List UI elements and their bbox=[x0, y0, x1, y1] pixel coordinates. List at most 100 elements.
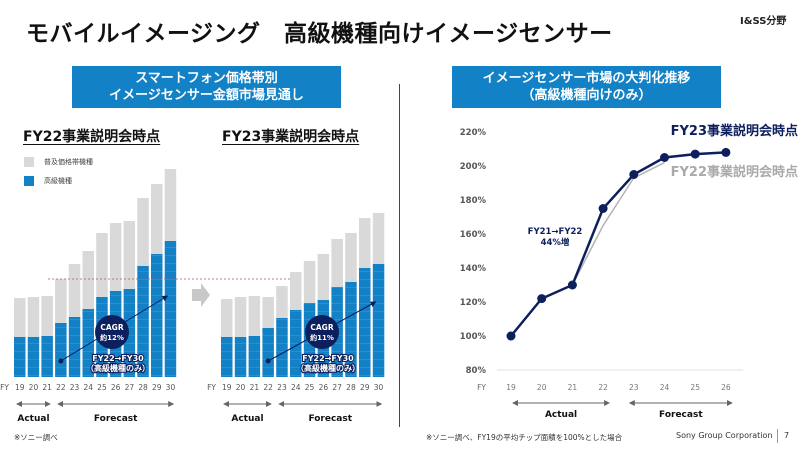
x-tick-label: 26 bbox=[111, 383, 121, 392]
x-tick-label: 24 bbox=[83, 383, 93, 392]
x-tick-label: 19 bbox=[222, 383, 232, 392]
panel-divider bbox=[399, 84, 400, 427]
data-point bbox=[567, 280, 577, 290]
cagr-badge-value: 約11% bbox=[310, 333, 334, 342]
fy23-chart-title: FY23事業説明会時点 bbox=[222, 129, 360, 145]
series-label-fy22: FY22事業説明会時点 bbox=[671, 164, 798, 180]
bar-segment-high-end bbox=[14, 337, 26, 377]
company-name: Sony Group Corporation bbox=[676, 431, 773, 440]
legend-label-mass: 普及価格帯機種 bbox=[44, 158, 93, 166]
bar-segment-mass bbox=[41, 296, 53, 336]
x-tick-label: 28 bbox=[138, 383, 148, 392]
bar-segment-mass bbox=[345, 233, 357, 282]
transition-arrow-icon bbox=[192, 283, 210, 307]
bar-chart-fy23: 19 20 21 22 23 24 25 26 27 28 29 30 FY Actual Forecast… bbox=[207, 213, 385, 424]
x-axis-label: FY bbox=[0, 383, 9, 392]
bar-segment-high-end bbox=[372, 264, 385, 377]
fy22-chart-title: FY22事業説明会時点 bbox=[23, 129, 161, 145]
cagr-badge-value: 約12% bbox=[100, 333, 124, 342]
y-tick-label: 180% bbox=[460, 196, 487, 206]
cagr-badge-label: CAGR bbox=[310, 323, 333, 332]
data-point bbox=[506, 331, 516, 341]
y-tick-label: 120% bbox=[460, 298, 487, 308]
bar-segment-mass bbox=[331, 239, 343, 287]
x-tick-label: 23 bbox=[629, 383, 639, 392]
bar-segment-mass bbox=[82, 251, 94, 309]
x-tick-label: 20 bbox=[236, 383, 246, 392]
bar-segment-mass bbox=[290, 272, 302, 310]
bar-segment-mass bbox=[221, 299, 233, 337]
cagr-note: FY22→FY30 bbox=[92, 354, 144, 363]
period-label: Actual bbox=[545, 410, 577, 420]
x-tick-label: 25 bbox=[690, 383, 700, 392]
bar-segment-mass bbox=[123, 221, 136, 289]
segment-tag: I&SS分野 bbox=[740, 16, 787, 27]
y-tick-label: 140% bbox=[460, 264, 487, 274]
bar-segment-mass bbox=[359, 218, 371, 268]
x-tick-label: 23 bbox=[70, 383, 80, 392]
bar-segment-high-end bbox=[82, 309, 94, 377]
x-tick-label: 22 bbox=[56, 383, 66, 392]
bar-segment-high-end bbox=[68, 317, 81, 377]
x-tick-label: 19 bbox=[506, 383, 516, 392]
cagr-badge-label: CAGR bbox=[100, 323, 123, 332]
legend-item-mass: 普及価格帯機種 bbox=[24, 157, 93, 167]
x-tick-label: 27 bbox=[125, 383, 135, 392]
bar-segment-high-end bbox=[164, 241, 177, 377]
left-header-line1: スマートフォン価格帯別 bbox=[135, 71, 278, 86]
x-tick-label: 29 bbox=[152, 383, 162, 392]
y-tick-label: 80% bbox=[466, 366, 487, 376]
left-header-line2: イメージセンサー金額市場見通し bbox=[109, 88, 304, 103]
bar-segment-high-end bbox=[27, 337, 40, 377]
page-number: 7 bbox=[784, 431, 790, 440]
y-tick-label: 200% bbox=[460, 162, 487, 172]
data-point bbox=[660, 153, 669, 162]
bar-segment-high-end bbox=[221, 337, 233, 377]
data-point bbox=[598, 204, 608, 213]
x-tick-label: 30 bbox=[374, 383, 384, 392]
bar-segment-mass bbox=[137, 198, 149, 266]
bar-segment-mass bbox=[234, 297, 247, 337]
cagr-note: （高級機種のみ） bbox=[86, 363, 150, 373]
series-label-fy23: FY23事業説明会時点 bbox=[671, 123, 798, 139]
footer-separator bbox=[777, 429, 778, 443]
growth-annotation: FY21→FY22 bbox=[528, 227, 583, 237]
x-tick-label: 24 bbox=[660, 383, 670, 392]
cagr-note: FY22→FY30 bbox=[302, 354, 354, 363]
x-tick-label: 20 bbox=[29, 383, 39, 392]
bar-segment-high-end bbox=[137, 266, 149, 377]
x-tick-label: 24 bbox=[291, 383, 301, 392]
cagr-badge bbox=[305, 315, 339, 349]
period-label: Forecast bbox=[659, 410, 703, 420]
right-panel-header: イメージセンサー市場の大判化推移 （高級機種向けのみ） bbox=[452, 66, 721, 108]
x-tick-label: 26 bbox=[721, 383, 731, 392]
line-chart-chip-size: 80% 100% 120% 140% 160% 180% 200% 220% FY 19 20 21 2… bbox=[460, 123, 798, 420]
footnote-right: ※ソニー調べ、FY19の平均チップ面積を100%とした場合 bbox=[426, 433, 623, 442]
bar-segment-high-end bbox=[262, 328, 274, 377]
x-tick-label: 25 bbox=[97, 383, 107, 392]
bar-segment-mass bbox=[151, 184, 163, 254]
x-tick-label: 26 bbox=[319, 383, 329, 392]
period-label: Forecast bbox=[308, 414, 352, 424]
data-point bbox=[629, 170, 639, 179]
cagr-note: （高級機種のみ） bbox=[296, 363, 360, 373]
x-axis-label: FY bbox=[477, 383, 486, 392]
bar-segment-high-end bbox=[123, 289, 136, 377]
data-point bbox=[721, 147, 731, 157]
bar-segment-mass bbox=[262, 297, 274, 328]
data-point bbox=[690, 149, 700, 159]
bar-segment-mass bbox=[248, 296, 261, 336]
x-tick-label: 25 bbox=[305, 383, 315, 392]
bar-segment-mass bbox=[317, 254, 330, 300]
y-tick-label: 100% bbox=[460, 332, 487, 342]
bar-segment-mass bbox=[27, 297, 40, 337]
bar-segment-high-end bbox=[41, 336, 53, 377]
bar-segment-high-end bbox=[55, 323, 67, 377]
bar-segment-mass bbox=[164, 169, 177, 241]
bar-segment-high-end bbox=[234, 337, 247, 377]
bar-segment-high-end bbox=[290, 310, 302, 377]
legend-item-high-end: 高級機種 bbox=[24, 176, 72, 186]
right-header-line1: イメージセンサー市場の大判化推移 bbox=[482, 71, 691, 86]
left-panel-header: スマートフォン価格帯別 イメージセンサー金額市場見通し bbox=[72, 66, 341, 108]
x-tick-label: 22 bbox=[263, 383, 273, 392]
